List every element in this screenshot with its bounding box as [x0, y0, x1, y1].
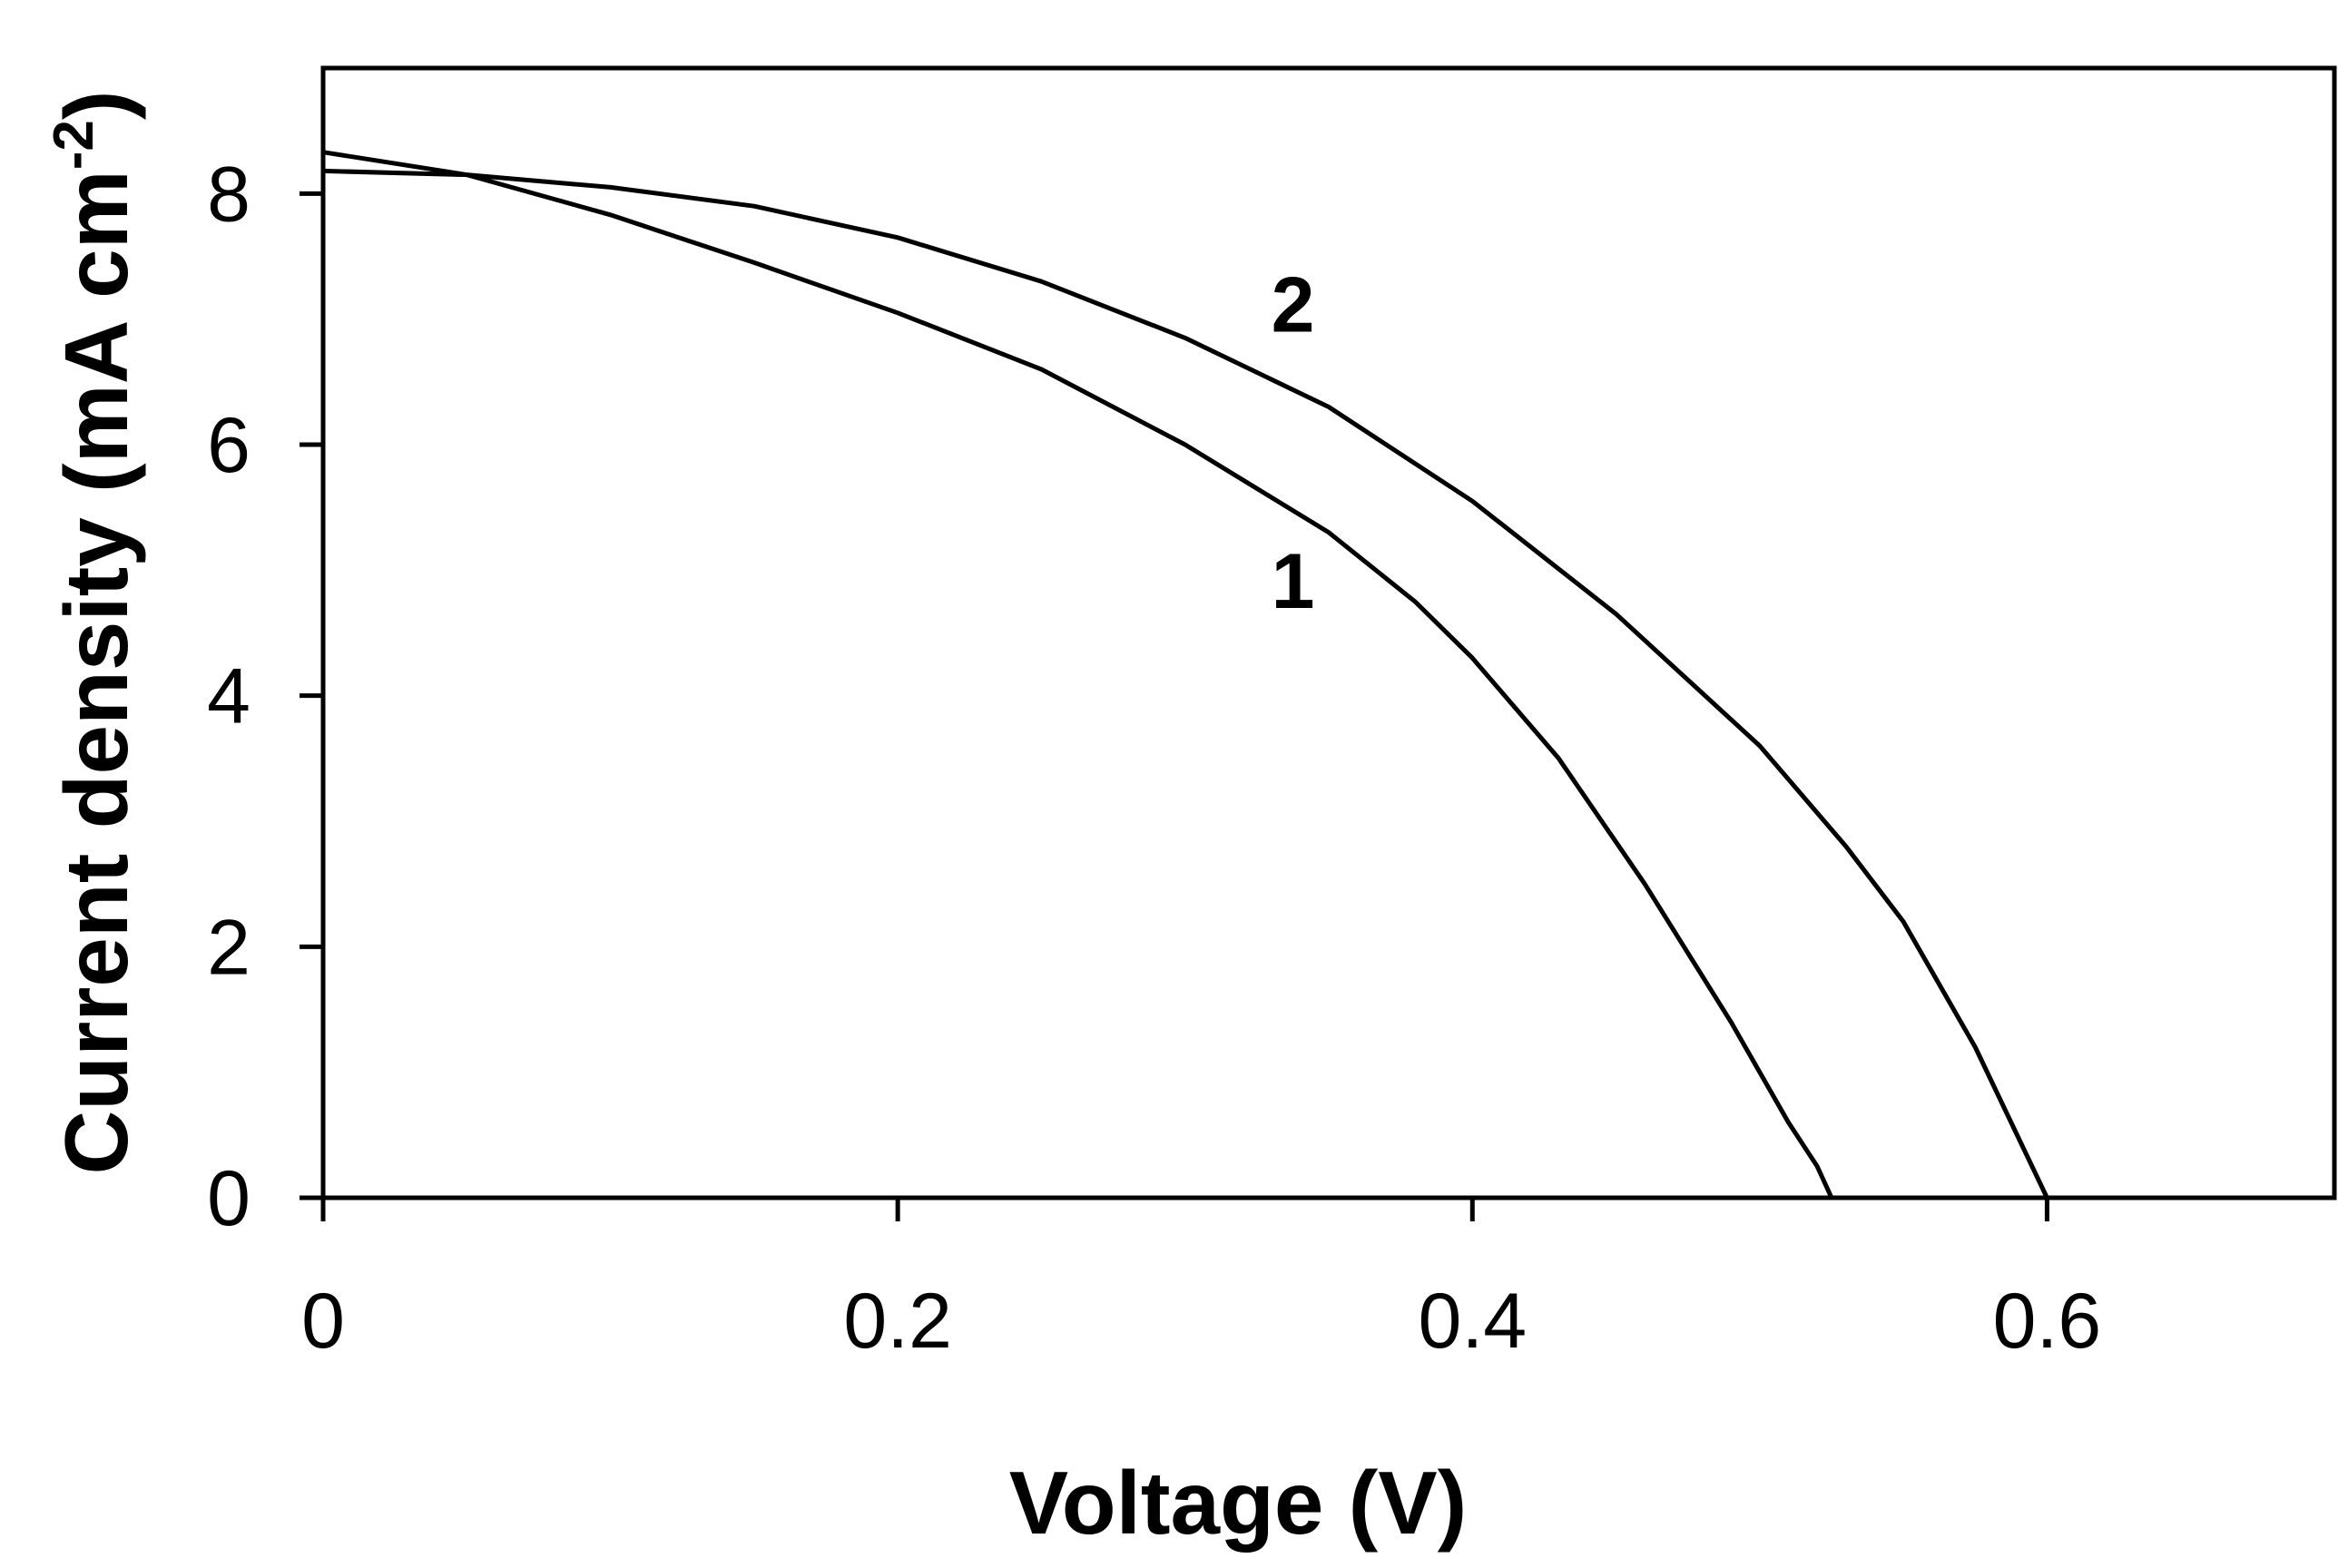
- x-axis-title: Voltage (V): [1009, 1453, 1468, 1553]
- curves: [320, 150, 2049, 1200]
- y-tick-label: 4: [207, 653, 251, 740]
- x-tick-label: 0.6: [1993, 1278, 2102, 1365]
- y-tick-label: 2: [207, 904, 251, 991]
- curve-1-line: [320, 150, 1834, 1200]
- y-axis-title-main: Current density (mA cm: [46, 170, 146, 1174]
- y-axis-title: Current density (mA cm-2): [43, 90, 146, 1174]
- x-axis-ticks: 0 0.2 0.4 0.6: [301, 1198, 2101, 1365]
- curve-2-line: [320, 168, 2049, 1200]
- x-tick-label: 0.2: [843, 1278, 952, 1365]
- y-axis-title-superscript: -2: [43, 120, 105, 170]
- x-tick-label: 0: [301, 1278, 345, 1365]
- y-axis-ticks: 0 2 4 6 8: [207, 151, 323, 1242]
- curve-1-label: 1: [1272, 538, 1315, 625]
- plot-frame: [320, 65, 2337, 1200]
- y-axis-title-close: ): [46, 90, 146, 120]
- x-tick-label: 0.4: [1419, 1278, 1528, 1365]
- curve-labels: 12: [1272, 262, 1315, 625]
- y-tick-label: 6: [207, 402, 251, 489]
- y-tick-label: 8: [207, 151, 251, 238]
- y-tick-label: 0: [207, 1155, 251, 1242]
- curve-2-label: 2: [1272, 262, 1315, 349]
